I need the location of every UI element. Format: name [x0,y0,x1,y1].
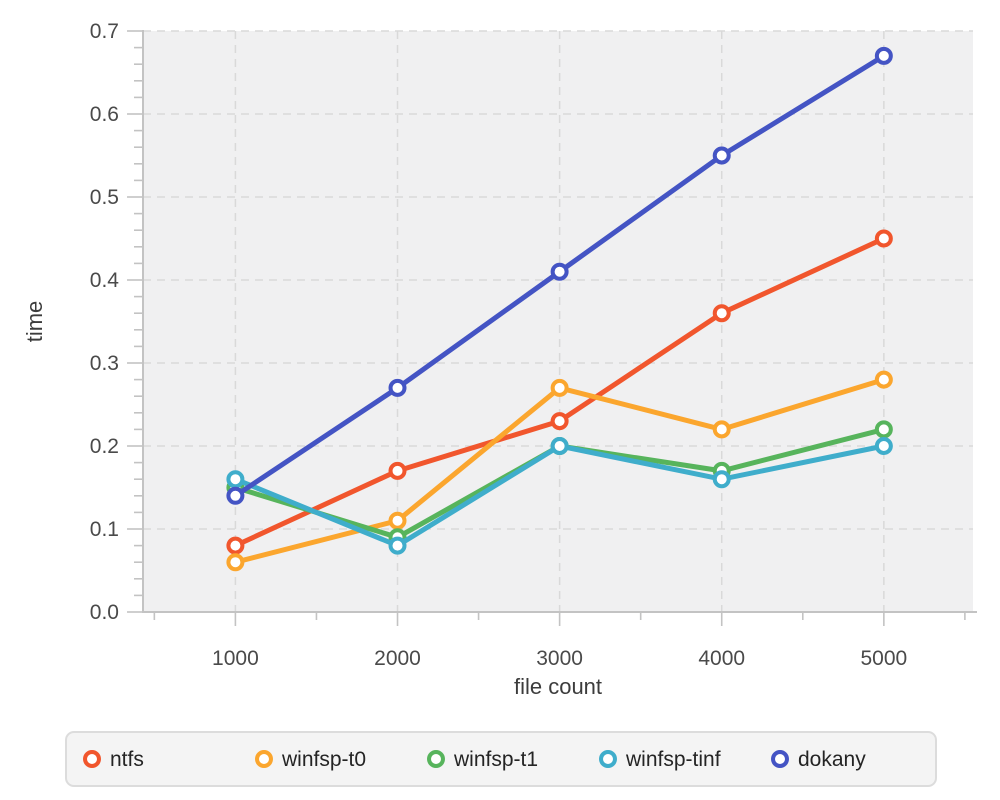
legend-label: winfsp-t1 [454,747,539,771]
data-point [874,420,893,439]
data-point [388,378,407,397]
data-point [226,553,245,572]
data-point [550,437,569,455]
legend-item-winfsp-tinf[interactable]: winfsp-tinf [599,749,771,770]
data-point [712,304,731,323]
svg-text:0.1: 0.1 [90,518,119,541]
svg-text:1000: 1000 [212,647,259,670]
data-point [226,486,245,505]
data-point [550,378,569,397]
legend-item-winfsp-t0[interactable]: winfsp-t0 [255,749,427,770]
series-winfsp-tinf [226,437,893,555]
svg-text:0.5: 0.5 [90,186,119,209]
svg-text:0.7: 0.7 [90,20,119,43]
x-tick-labels: 1000 2000 3000 4000 5000 [212,647,907,670]
svg-text:0.6: 0.6 [90,103,119,126]
data-point [226,536,245,555]
data-point [712,470,731,489]
ntfs-marker-icon [83,750,101,768]
x-axis-title: file count [514,674,602,699]
winfsp-tinf-marker-icon [599,750,617,768]
legend-item-ntfs[interactable]: ntfs [83,749,255,770]
plot-area [143,31,973,612]
data-point [874,46,893,65]
svg-text:0.0: 0.0 [90,601,119,624]
series-ntfs [226,229,893,555]
series-dokany [226,46,893,505]
data-point [874,229,893,248]
svg-text:0.3: 0.3 [90,352,119,375]
legend-item-dokany[interactable]: dokany [771,749,943,770]
legend-label: dokany [798,747,866,771]
data-point [388,511,407,530]
legend-label: winfsp-t0 [282,747,367,771]
data-point [550,412,569,431]
winfsp-t1-marker-icon [427,750,445,768]
legend-label: winfsp-tinf [626,747,721,771]
data-point [874,370,893,389]
dokany-marker-icon [771,750,789,768]
data-point [550,262,569,281]
y-axis-title: time [22,301,47,343]
data-point [226,470,245,489]
svg-text:0.2: 0.2 [90,435,119,458]
legend-label: ntfs [110,747,144,771]
y-tick-labels: 0.0 0.1 0.2 0.3 0.4 0.5 0.6 0.7 [90,20,120,624]
data-point [388,536,407,555]
data-point [712,420,731,439]
svg-text:0.4: 0.4 [90,269,120,292]
winfsp-t0-marker-icon [255,750,273,768]
svg-text:5000: 5000 [860,647,907,670]
chart-legend: ntfs winfsp-t0 winfsp-t1 winfsp-tinf dok… [65,731,937,787]
svg-text:3000: 3000 [536,647,583,670]
data-point [712,146,731,165]
series-winfsp-t0 [226,370,893,572]
data-point [388,461,407,480]
legend-item-winfsp-t1[interactable]: winfsp-t1 [427,749,599,770]
svg-text:2000: 2000 [374,647,421,670]
svg-text:4000: 4000 [698,647,745,670]
data-point [874,437,893,455]
tick-marks [127,30,966,626]
